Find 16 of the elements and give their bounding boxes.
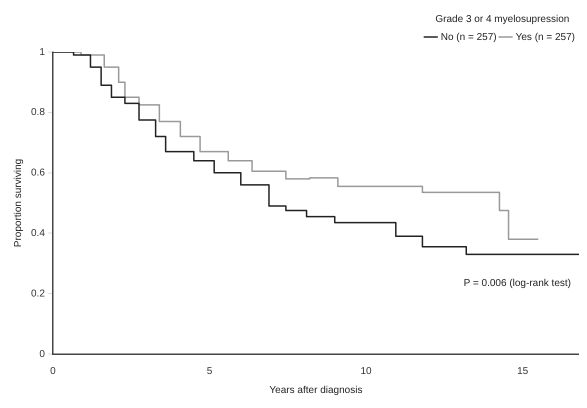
y-tick-label: 0 bbox=[39, 348, 46, 360]
x-tick-label: 10 bbox=[360, 366, 372, 377]
legend-label: Yes (n = 257) bbox=[516, 32, 576, 43]
x-tick-label: 0 bbox=[50, 366, 56, 377]
legend-title: Grade 3 or 4 myelosupression bbox=[435, 14, 570, 25]
x-tick-label: 15 bbox=[517, 366, 529, 377]
y-tick-label: 0.8 bbox=[30, 107, 46, 118]
annotation: P = 0.006 (log-rank test) bbox=[464, 278, 571, 289]
legend-label: No (n = 257) bbox=[440, 32, 497, 43]
y-tick-label: 0.4 bbox=[30, 228, 46, 239]
x-axis-title: Years after diagnosis bbox=[269, 384, 362, 396]
y-tick-label: 1 bbox=[39, 46, 46, 58]
y-tick-label: 0.2 bbox=[30, 288, 46, 300]
x-tick-label: 5 bbox=[206, 366, 213, 377]
y-axis-title: Proportion surviving bbox=[12, 158, 24, 248]
y-tick-label: 0.6 bbox=[30, 168, 46, 179]
